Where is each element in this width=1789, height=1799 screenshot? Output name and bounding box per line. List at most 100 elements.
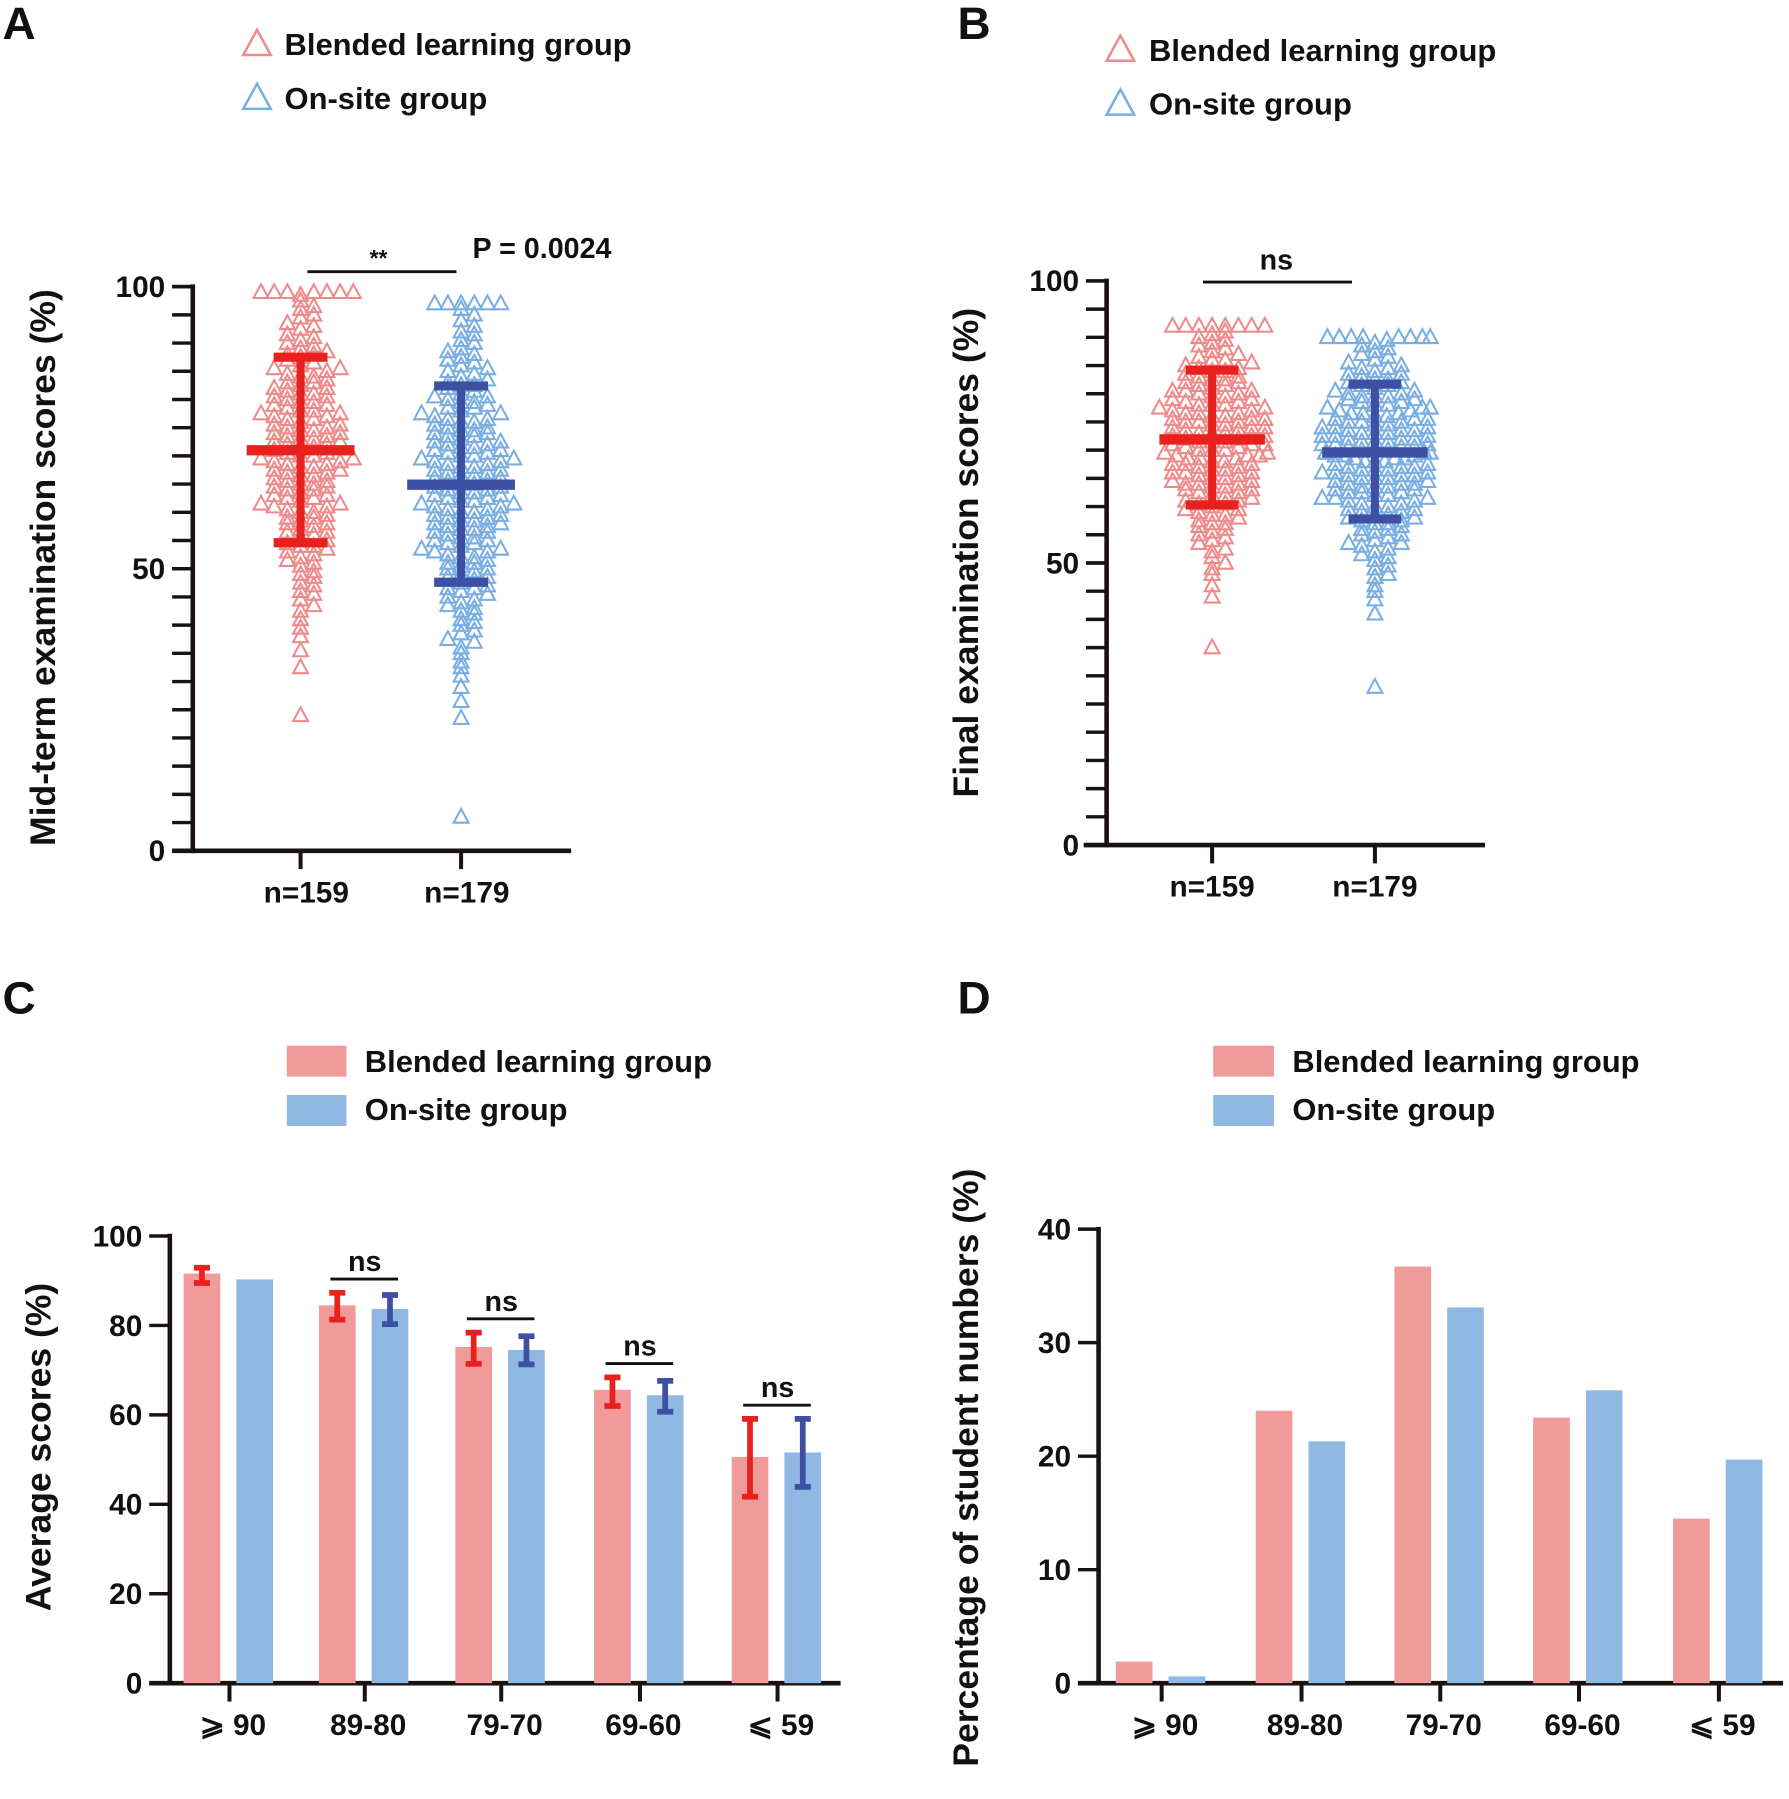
data-point <box>1392 411 1411 429</box>
x-tick-label: ⩾ 90 <box>200 1709 266 1742</box>
data-point <box>438 578 458 596</box>
data-point <box>1418 470 1437 488</box>
data-point <box>478 417 497 435</box>
bar <box>236 1279 274 1684</box>
data-point <box>251 448 271 466</box>
y-tick-label: 60 <box>109 1399 142 1432</box>
y-tick-label: 0 <box>1054 1668 1071 1701</box>
data-point <box>278 454 297 472</box>
data-point <box>1378 386 1398 404</box>
data-point <box>1312 417 1332 435</box>
data-point <box>1242 487 1261 505</box>
y-axis-title-c: Average scores (%) <box>19 1283 59 1612</box>
scatter-group-onsite <box>407 293 524 824</box>
data-point <box>504 493 524 511</box>
data-point <box>1189 473 1209 491</box>
data-point <box>251 282 271 300</box>
y-axis-title-b: Final examination scores (%) <box>946 308 986 798</box>
data-point <box>438 586 458 604</box>
legend-triangle-onsite <box>1104 86 1137 116</box>
data-point <box>1163 380 1182 398</box>
data-point <box>1189 375 1209 393</box>
data-point <box>1242 400 1261 418</box>
data-point <box>478 394 497 412</box>
data-point <box>1176 479 1195 497</box>
y-axis-title-a: Mid-term examination scores (%) <box>23 289 63 846</box>
data-point <box>1326 425 1345 443</box>
data-point <box>1405 499 1424 517</box>
data-point <box>504 448 524 466</box>
data-point <box>1365 530 1385 548</box>
data-point <box>1339 352 1358 370</box>
data-point <box>265 282 284 300</box>
data-point <box>1242 462 1261 480</box>
data-point <box>465 631 484 649</box>
data-point <box>438 349 458 367</box>
data-point <box>438 552 458 570</box>
data-point <box>317 538 337 556</box>
data-point <box>265 423 284 441</box>
data-point <box>1216 321 1235 339</box>
data-point <box>1202 575 1222 593</box>
data-point <box>1258 442 1277 460</box>
data-point <box>1176 380 1195 398</box>
data-point <box>1392 420 1411 438</box>
data-point <box>1418 425 1437 443</box>
data-point <box>1229 315 1248 333</box>
y-tick-label: 80 <box>109 1310 142 1343</box>
data-point <box>1405 490 1424 508</box>
data-point <box>317 504 337 522</box>
data-point <box>465 392 484 410</box>
data-point <box>278 324 297 342</box>
data-point <box>1155 442 1174 460</box>
data-point <box>491 538 510 556</box>
data-point <box>412 538 431 556</box>
data-point <box>1405 465 1424 483</box>
y-tick-label: 50 <box>1046 547 1079 580</box>
data-point <box>1202 530 1222 548</box>
data-point <box>1326 470 1345 488</box>
data-point <box>425 513 444 531</box>
data-point <box>478 454 497 472</box>
data-point <box>1326 454 1345 472</box>
data-point <box>304 566 323 584</box>
data-point <box>1378 346 1398 364</box>
data-point <box>1401 400 1420 418</box>
data-point <box>278 409 297 426</box>
data-point <box>1378 476 1398 494</box>
data-point <box>1189 510 1209 528</box>
data-point <box>478 462 497 480</box>
data-point <box>438 516 458 534</box>
data-point <box>491 431 510 449</box>
data-point <box>1216 527 1235 545</box>
data-point <box>1229 473 1248 491</box>
data-point <box>278 389 297 407</box>
data-point <box>278 471 297 489</box>
data-point <box>1216 386 1235 404</box>
data-point <box>1189 482 1209 500</box>
data-point <box>451 623 471 641</box>
data-point <box>1405 507 1424 525</box>
data-point <box>1163 417 1182 435</box>
data-point <box>1378 414 1398 432</box>
bar <box>1533 1417 1570 1684</box>
data-point <box>465 363 484 381</box>
data-point <box>317 496 337 514</box>
data-point <box>251 493 271 511</box>
data-point <box>1189 383 1209 401</box>
data-point <box>425 459 444 477</box>
data-point <box>1216 518 1235 536</box>
y-tick-label: 40 <box>109 1489 142 1522</box>
data-point <box>317 471 337 489</box>
data-point <box>1352 518 1371 536</box>
data-point <box>1163 408 1182 426</box>
bar <box>1673 1518 1710 1684</box>
data-point <box>465 456 484 474</box>
data-point <box>438 434 458 452</box>
data-point <box>425 521 444 539</box>
data-point <box>330 403 350 421</box>
data-point <box>330 414 350 432</box>
data-point <box>1202 558 1222 576</box>
data-point <box>425 485 444 503</box>
